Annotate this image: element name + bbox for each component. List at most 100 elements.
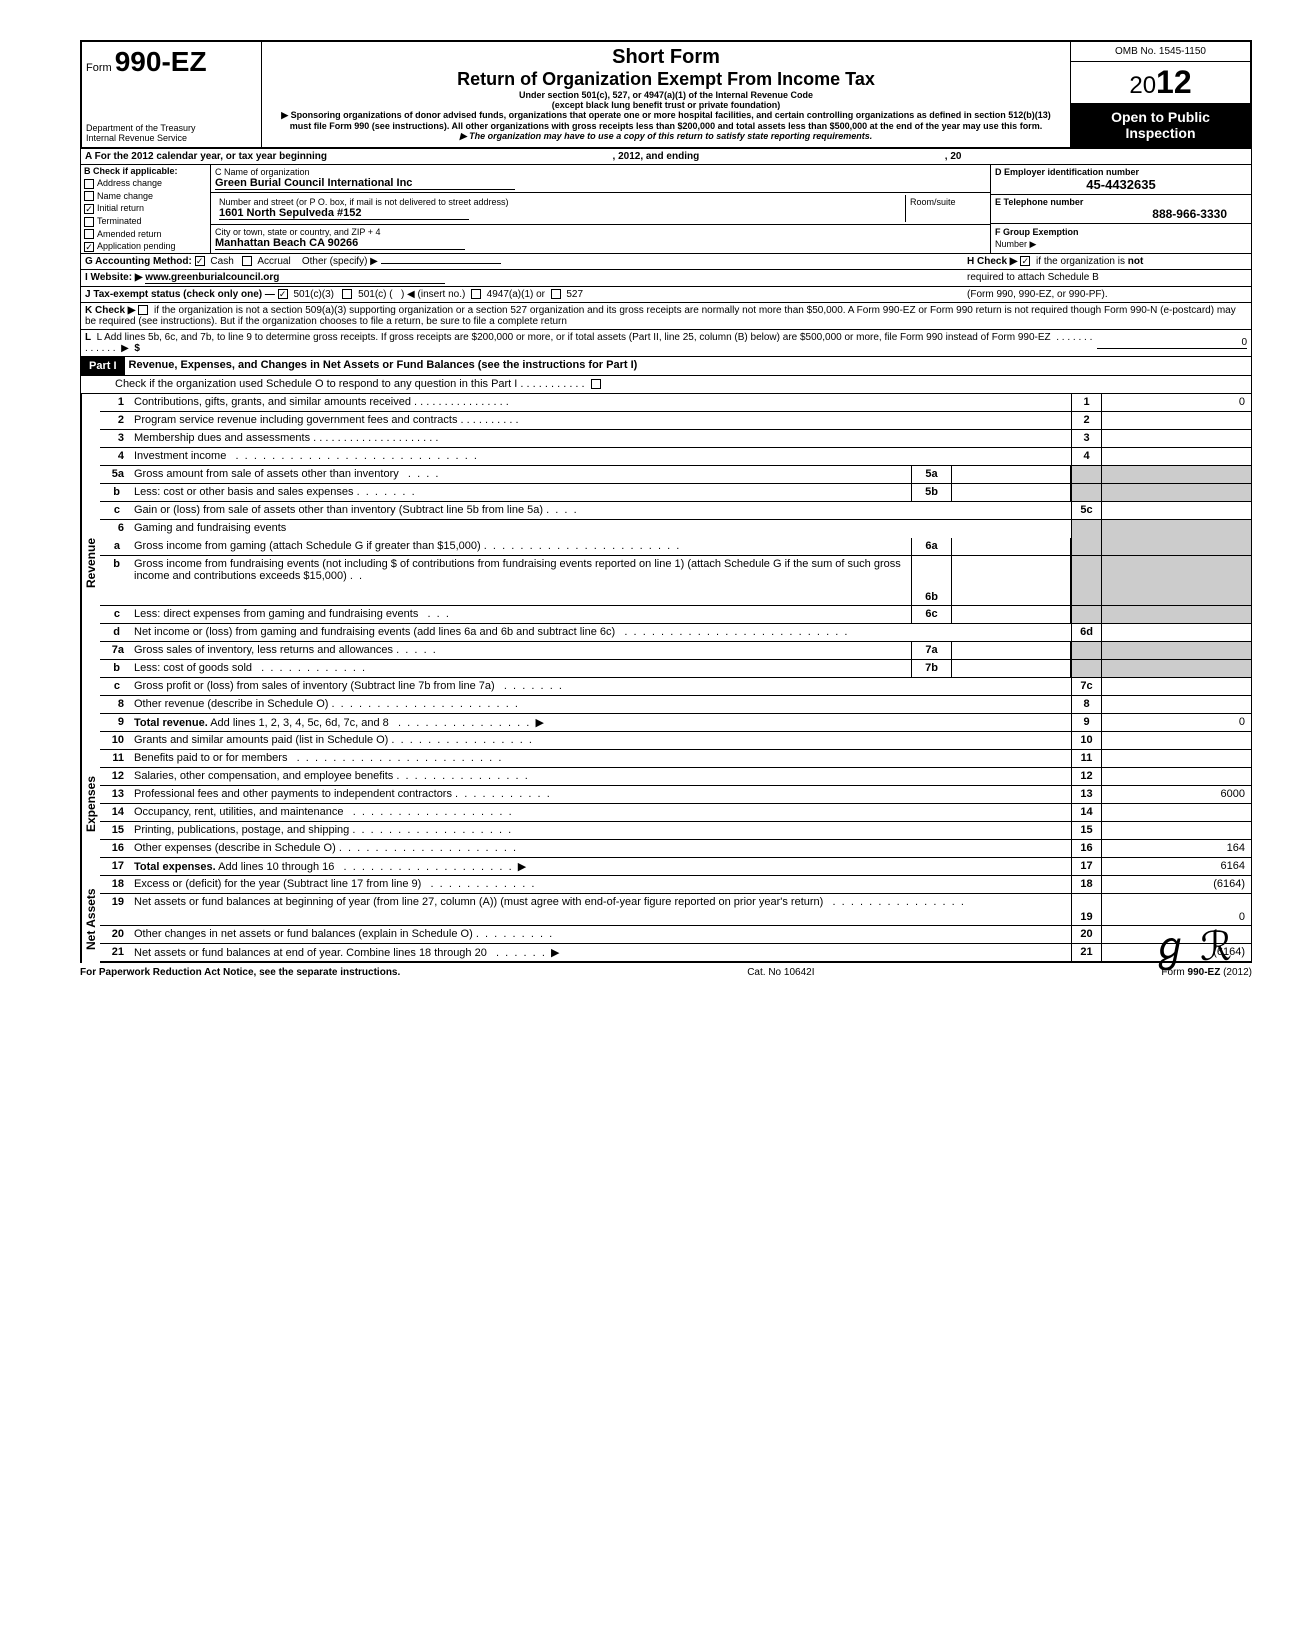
opt-527: 527 [566,289,583,300]
phone-value: 888-966-3330 [995,207,1247,221]
check-501c[interactable] [342,289,352,299]
line-20-rn: 20 [1071,926,1101,943]
line-6b-ival [951,556,1071,605]
line-6a-ival [951,538,1071,555]
line-18-rn: 18 [1071,876,1101,893]
city-state-zip: Manhattan Beach CA 90266 [215,237,465,250]
line-5a-num: 5a [100,466,130,483]
insert-no: ) ◀ (insert no.) [401,289,465,300]
line-11-rn: 11 [1071,750,1101,767]
line-11-desc: Benefits paid to or for members . . . . … [130,750,1071,767]
line-9-num: 9 [100,714,130,731]
line-17-val: 6164 [1101,858,1251,875]
line-1-rn: 1 [1071,394,1101,411]
check-amended[interactable] [84,229,94,239]
opt-501c3: 501(c)(3) [293,289,334,300]
line-5b-val [1101,484,1251,501]
group-exemption-number: Number ▶ [995,239,1036,249]
check-initial-label: Initial return [97,203,144,213]
line-14-val [1101,804,1251,821]
line-5b-desc: Less: cost or other basis and sales expe… [130,484,911,501]
line-12-num: 12 [100,768,130,785]
check-name-change[interactable] [84,191,94,201]
line-6b-desc: Gross income from fundraising events (no… [130,556,911,605]
line-16-val: 164 [1101,840,1251,857]
line-2-num: 2 [100,412,130,429]
check-accrual[interactable] [242,256,252,266]
addr-label: Number and street (or P O. box, if mail … [219,197,901,207]
line-7b-rn [1071,660,1101,677]
check-k[interactable] [138,305,148,315]
line-6a-ib: 6a [911,538,951,555]
line-7b-desc: Less: cost of goods sold . . . . . . . .… [130,660,911,677]
line-6a-num: a [100,538,130,555]
ein-label: D Employer identification number [995,167,1247,177]
line-7c-val [1101,678,1251,695]
line-6d-val [1101,624,1251,641]
line-7b-val [1101,660,1251,677]
form-number: 990-EZ [115,46,207,77]
line-3-num: 3 [100,430,130,447]
line-6b-num: b [100,556,130,605]
catalog-number: Cat. No 10642I [747,967,814,978]
line-10-val [1101,732,1251,749]
k-text: if the organization is not a section 509… [85,305,1236,327]
line-6d-rn: 6d [1071,624,1101,641]
check-cash[interactable]: ✓ [195,256,205,266]
line-6-desc: Gaming and fundraising events [130,520,1071,538]
line-6-rn [1071,520,1101,538]
check-schedule-o[interactable] [591,379,601,389]
line-9-val: 0 [1101,714,1251,731]
part1-check-text: Check if the organization used Schedule … [111,376,1251,393]
line-19-desc: Net assets or fund balances at beginning… [130,894,1071,925]
check-527[interactable] [551,289,561,299]
line-17-rn: 17 [1071,858,1101,875]
line-3-rn: 3 [1071,430,1101,447]
line-6c-val [1101,606,1251,623]
line-8-num: 8 [100,696,130,713]
line-7b-ival [951,660,1071,677]
page-footer: For Paperwork Reduction Act Notice, see … [80,963,1252,982]
line-15-num: 15 [100,822,130,839]
line-10-num: 10 [100,732,130,749]
room-suite-label: Room/suite [906,195,986,222]
check-address-change[interactable] [84,179,94,189]
check-initial[interactable]: ✓ [84,204,94,214]
line-21-num: 21 [100,944,130,961]
org-name: Green Burial Council International Inc [215,177,515,190]
line-7a-rn [1071,642,1101,659]
check-schedule-b[interactable]: ✓ [1020,256,1030,266]
section-b-label: B Check if applicable: [81,165,210,177]
line-20-num: 20 [100,926,130,943]
line-4-num: 4 [100,448,130,465]
header-note1: ▶ Sponsoring organizations of donor advi… [270,110,1062,131]
header-note2: ▶ The organization may have to use a cop… [270,131,1062,142]
line-18-desc: Excess or (deficit) for the year (Subtra… [130,876,1071,893]
part1-check-row: Check if the organization used Schedule … [80,376,1252,394]
line-8-rn: 8 [1071,696,1101,713]
open-to-public: Open to Public Inspection [1071,103,1250,147]
check-pending-label: Application pending [97,241,176,251]
line-5c-val [1101,502,1251,519]
phone-label: E Telephone number [995,197,1247,207]
expenses-vertical-label: Expenses [81,732,100,876]
subtitle1: Under section 501(c), 527, or 4947(a)(1)… [270,90,1062,100]
line-3-desc: Membership dues and assessments . . . . … [130,430,1071,447]
line-12-desc: Salaries, other compensation, and employ… [130,768,1071,785]
line-5a-val [1101,466,1251,483]
line-7b-ib: 7b [911,660,951,677]
line-7c-desc: Gross profit or (loss) from sales of inv… [130,678,1071,695]
line-6a-val [1101,538,1251,555]
form-label: Form [86,62,112,74]
line-5a-ival [951,466,1071,483]
check-501c3[interactable]: ✓ [278,289,288,299]
line-15-desc: Printing, publications, postage, and shi… [130,822,1071,839]
line-9-rn: 9 [1071,714,1101,731]
check-4947[interactable] [471,289,481,299]
check-terminated[interactable] [84,217,94,227]
street-address: 1601 North Sepulveda #152 [219,207,469,220]
line-5c-num: c [100,502,130,519]
check-pending[interactable]: ✓ [84,242,94,252]
line-8-desc: Other revenue (describe in Schedule O) .… [130,696,1071,713]
line-12-rn: 12 [1071,768,1101,785]
